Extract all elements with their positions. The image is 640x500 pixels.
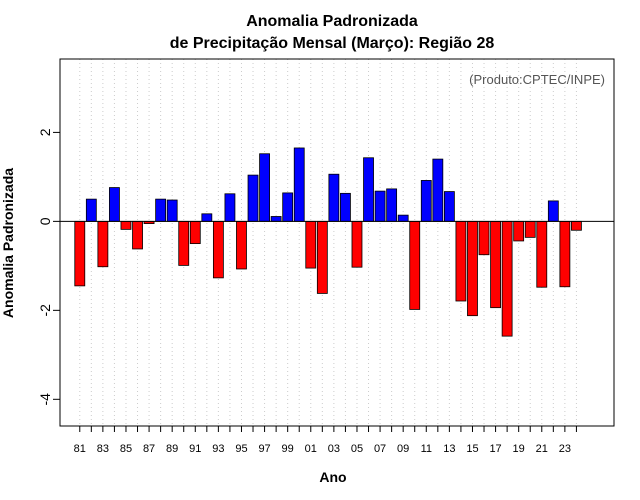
bar-1992: [201, 213, 213, 222]
bar-1990: [178, 220, 190, 266]
bar-1989: [166, 199, 178, 222]
x-tick-label: 19: [513, 443, 525, 455]
x-tick-label: 89: [166, 443, 178, 455]
bar-2009: [397, 214, 409, 222]
bar-2017: [490, 220, 501, 309]
bar-1988: [155, 198, 167, 222]
bar-2000: [293, 147, 305, 222]
bar-2019: [513, 220, 525, 242]
bar-1997: [259, 153, 270, 222]
bar-2014: [455, 220, 467, 302]
x-tick-label: 07: [374, 443, 386, 455]
y-tick-label: -4: [37, 393, 53, 406]
x-tick-label: 87: [143, 443, 155, 455]
bar-2007: [374, 190, 386, 222]
plot-frame: [59, 58, 615, 427]
chart-title: Anomalia Padronizada: [246, 13, 418, 30]
bar-2021: [536, 220, 548, 288]
bar-2012: [432, 158, 444, 222]
x-tick-label: 93: [212, 443, 224, 455]
x-axis: 81 83 85 87 89 91 93 95 97 99 01 03 05 07 09 11 13 15 17 19…: [74, 426, 577, 455]
bar-1993: [212, 220, 224, 279]
x-tick-label: 81: [74, 443, 86, 455]
bar-2015: [467, 220, 478, 317]
bar-2003: [328, 173, 340, 222]
x-tick-label: 17: [489, 443, 501, 455]
bar-1985: [120, 220, 132, 230]
bar-1998: [270, 216, 282, 222]
bar-2008: [386, 188, 398, 222]
bar-2016: [478, 220, 490, 256]
x-tick-label: 85: [120, 443, 132, 455]
x-tick-label: 99: [282, 443, 294, 455]
bar-1986: [132, 220, 143, 250]
x-tick-label: 15: [466, 443, 478, 455]
bar-2005: [351, 220, 363, 268]
y-tick-label: 0: [37, 217, 53, 225]
x-tick-label: 83: [97, 443, 109, 455]
bar-2024: [571, 220, 582, 231]
bar-1995: [236, 220, 247, 270]
bar-2004: [340, 192, 351, 222]
x-tick-label: 97: [258, 443, 270, 455]
bar-2006: [363, 157, 374, 222]
bar-2010: [409, 220, 421, 310]
y-tick-label: -2: [37, 304, 53, 317]
bar-2011: [420, 180, 432, 222]
chart-subtitle: de Precipitação Mensal (Março): Região 2…: [170, 35, 495, 52]
x-tick-label: 09: [397, 443, 409, 455]
bar-1983: [97, 220, 109, 268]
credit-annotation: (Produto:CPTEC/INPE): [469, 72, 605, 87]
bar-1994: [224, 193, 236, 222]
bar-1982: [85, 198, 97, 222]
x-tick-label: 13: [443, 443, 455, 455]
bars: [74, 147, 582, 337]
bar-1999: [282, 192, 294, 222]
x-tick-label: 21: [536, 443, 548, 455]
x-tick-label: 23: [559, 443, 571, 455]
x-tick-label: 91: [189, 443, 201, 455]
bar-2020: [524, 220, 536, 238]
bar-2022: [547, 200, 559, 222]
y-axis: -4 -2 0 2: [37, 128, 60, 406]
y-axis-title: Anomalia Padronizada: [0, 168, 16, 318]
x-tick-label: 01: [305, 443, 317, 455]
x-tick-label: 95: [235, 443, 247, 455]
bar-2018: [501, 220, 513, 337]
x-tick-label: 03: [328, 443, 340, 455]
bar-1984: [109, 187, 120, 222]
bar-1981: [74, 220, 86, 287]
bar-1991: [189, 220, 201, 245]
bar-2023: [559, 220, 571, 288]
x-tick-label: 11: [421, 443, 432, 455]
y-tick-label: 2: [37, 128, 53, 136]
bar-1996: [247, 174, 259, 222]
x-tick-label: 05: [351, 443, 363, 455]
bar-2013: [443, 191, 455, 222]
x-axis-title: Ano: [319, 469, 346, 485]
bar-2001: [305, 220, 317, 269]
bar-2002: [316, 220, 328, 294]
